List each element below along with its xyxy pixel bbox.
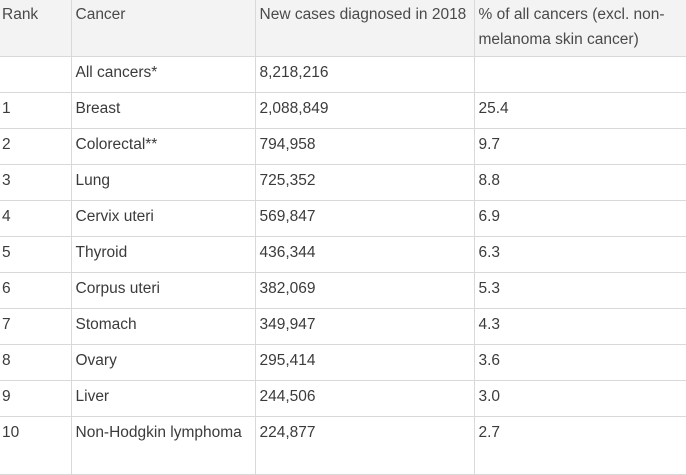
header-percent: % of all cancers (excl. non-melanoma ski… xyxy=(473,0,686,57)
cell-rank: 4 xyxy=(0,200,72,237)
cell-rank: 6 xyxy=(0,272,72,309)
cell-rank: 10 xyxy=(0,416,72,475)
cell-cases: 295,414 xyxy=(254,344,475,381)
table-row: All cancers* 8,218,216 xyxy=(0,56,686,93)
cell-rank xyxy=(0,56,72,93)
cell-cases: 8,218,216 xyxy=(254,56,475,93)
cell-cancer: Stomach xyxy=(70,308,256,345)
header-new-cases: New cases diagnosed in 2018 xyxy=(254,0,475,57)
table-row: 6 Corpus uteri 382,069 5.3 xyxy=(0,272,686,309)
cell-cases: 349,947 xyxy=(254,308,475,345)
cell-percent: 6.9 xyxy=(473,200,686,237)
cell-rank: 8 xyxy=(0,344,72,381)
table-row: 2 Colorectal** 794,958 9.7 xyxy=(0,128,686,165)
cell-cases: 382,069 xyxy=(254,272,475,309)
cell-cancer: All cancers* xyxy=(70,56,256,93)
cell-cases: 794,958 xyxy=(254,128,475,165)
table-row: 10 Non-Hodgkin lymphoma 224,877 2.7 xyxy=(0,416,686,475)
cell-percent xyxy=(473,56,686,93)
cell-rank: 5 xyxy=(0,236,72,273)
header-cancer: Cancer xyxy=(70,0,256,57)
header-rank: Rank xyxy=(0,0,72,57)
table-row: 7 Stomach 349,947 4.3 xyxy=(0,308,686,345)
cell-cases: 436,344 xyxy=(254,236,475,273)
cell-cancer: Ovary xyxy=(70,344,256,381)
cell-cancer: Corpus uteri xyxy=(70,272,256,309)
table-row: 1 Breast 2,088,849 25.4 xyxy=(0,92,686,129)
table-row: 5 Thyroid 436,344 6.3 xyxy=(0,236,686,273)
cell-percent: 3.0 xyxy=(473,380,686,417)
cell-cases: 2,088,849 xyxy=(254,92,475,129)
cell-cases: 569,847 xyxy=(254,200,475,237)
cell-cases: 725,352 xyxy=(254,164,475,201)
cell-percent: 5.3 xyxy=(473,272,686,309)
cell-percent: 8.8 xyxy=(473,164,686,201)
cell-cases: 244,506 xyxy=(254,380,475,417)
cell-cancer: Lung xyxy=(70,164,256,201)
cell-cases: 224,877 xyxy=(254,416,475,475)
cell-cancer: Colorectal** xyxy=(70,128,256,165)
table-row: 3 Lung 725,352 8.8 xyxy=(0,164,686,201)
cell-rank: 3 xyxy=(0,164,72,201)
table-row: 4 Cervix uteri 569,847 6.9 xyxy=(0,200,686,237)
cell-rank: 2 xyxy=(0,128,72,165)
cell-percent: 4.3 xyxy=(473,308,686,345)
cell-cancer: Breast xyxy=(70,92,256,129)
cell-cancer: Thyroid xyxy=(70,236,256,273)
table-row: 8 Ovary 295,414 3.6 xyxy=(0,344,686,381)
cell-cancer: Cervix uteri xyxy=(70,200,256,237)
table-row: 9 Liver 244,506 3.0 xyxy=(0,380,686,417)
cell-rank: 9 xyxy=(0,380,72,417)
cell-cancer: Non-Hodgkin lymphoma xyxy=(70,416,256,475)
cell-percent: 9.7 xyxy=(473,128,686,165)
cell-percent: 6.3 xyxy=(473,236,686,273)
table-header-row: Rank Cancer New cases diagnosed in 2018 … xyxy=(0,0,686,57)
cell-percent: 2.7 xyxy=(473,416,686,475)
cell-percent: 3.6 xyxy=(473,344,686,381)
cell-percent: 25.4 xyxy=(473,92,686,129)
cell-rank: 7 xyxy=(0,308,72,345)
cell-cancer: Liver xyxy=(70,380,256,417)
cell-rank: 1 xyxy=(0,92,72,129)
